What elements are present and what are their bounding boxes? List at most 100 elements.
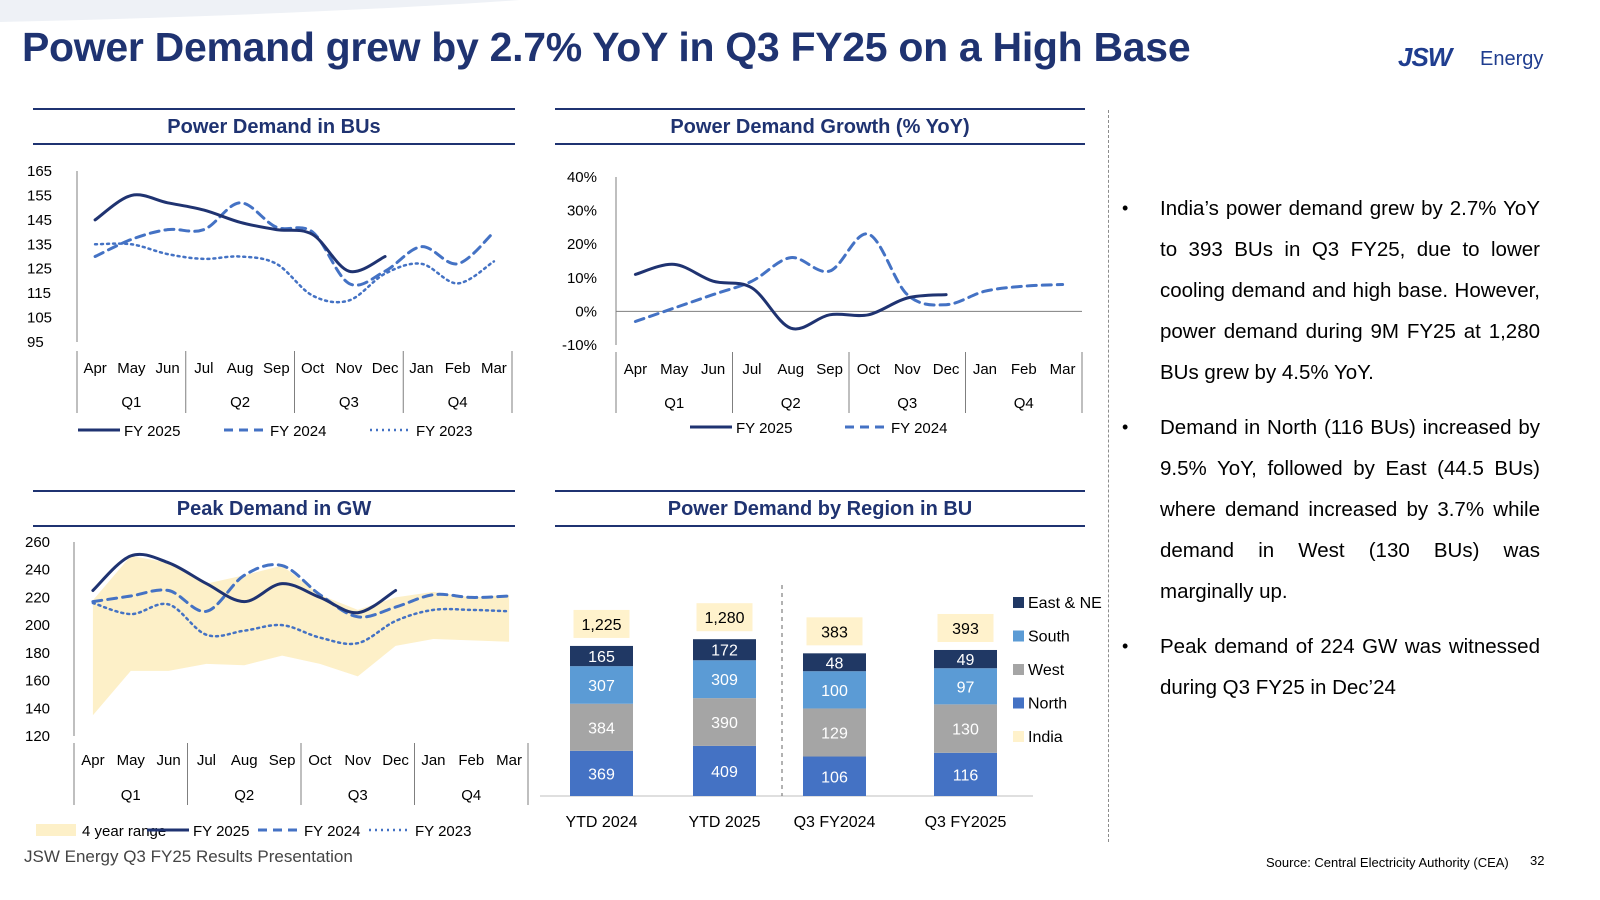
x-month-label: Jan xyxy=(973,361,997,378)
bar-segment xyxy=(570,750,633,796)
bar-segment xyxy=(803,708,866,757)
x-month-label: Mar xyxy=(481,360,507,377)
y-tick-label: 95 xyxy=(27,334,44,351)
commentary: • India’s power demand grew by 2.7% YoY t… xyxy=(1122,188,1540,722)
y-tick-label: 240 xyxy=(25,562,50,579)
total-box xyxy=(937,613,994,642)
legend-label: South xyxy=(1028,629,1070,646)
x-quarter-label: Q4 xyxy=(448,394,468,411)
bar-segment xyxy=(803,653,866,672)
x-month-label: Aug xyxy=(231,752,258,769)
legend-swatch-range xyxy=(36,824,76,836)
bar-segment xyxy=(693,698,756,746)
bullet-dot-icon: • xyxy=(1122,198,1129,218)
chart-power-demand-bus: 165 155 145 135 125 115 105 95 Apr May Jun Jul Aug Se… xyxy=(27,163,513,440)
legend-label: West xyxy=(1028,662,1065,679)
x-month-label: Jan xyxy=(421,752,445,769)
legend-swatch xyxy=(1013,731,1024,742)
y-tick-label: 40% xyxy=(567,169,597,186)
x-month-label: Nov xyxy=(336,360,363,377)
legend-label: FY 2025 xyxy=(124,423,180,440)
bar-value-label: 130 xyxy=(952,722,979,739)
series-line-fy-2024 xyxy=(633,232,1065,323)
y-tick-label: 145 xyxy=(27,212,52,229)
total-label: 393 xyxy=(952,621,979,638)
bullet-text: Demand in North (116 BUs) increased by 9… xyxy=(1160,416,1540,603)
x-category-label: Q3 FY2025 xyxy=(925,814,1007,831)
bar-segment xyxy=(934,752,997,796)
page-title: Power Demand grew by 2.7% YoY in Q3 FY25… xyxy=(22,24,1191,70)
total-box xyxy=(573,609,630,638)
series-line-fy-2023 xyxy=(93,242,496,304)
x-month-label: May xyxy=(117,360,146,377)
x-month-label: Mar xyxy=(1050,361,1076,378)
x-month-label: Jul xyxy=(742,361,761,378)
bullet-item: • Demand in North (116 BUs) increased by … xyxy=(1122,407,1540,612)
bar-value-label: 116 xyxy=(953,767,979,784)
bar-value-label: 129 xyxy=(821,725,848,742)
x-month-label: May xyxy=(117,752,146,769)
y-tick-label: 260 xyxy=(25,534,50,551)
x-month-label: Oct xyxy=(301,360,325,377)
bar-value-label: 97 xyxy=(957,679,975,696)
x-month-label: Dec xyxy=(382,752,409,769)
source-note: Source: Central Electricity Authority (C… xyxy=(1266,855,1509,870)
logo-mark: JSW xyxy=(1398,42,1452,72)
x-category-label: Q3 FY2024 xyxy=(794,814,876,831)
legend-label: North xyxy=(1028,696,1067,713)
x-month-label: May xyxy=(660,361,689,378)
series-line-fy-2024 xyxy=(93,201,496,287)
range-area xyxy=(92,555,510,716)
legend-label: FY 2023 xyxy=(416,423,472,440)
bar-segment xyxy=(693,745,756,796)
total-label: 1,225 xyxy=(581,617,621,634)
total-box xyxy=(696,603,753,632)
bullet-item: • India’s power demand grew by 2.7% YoY t… xyxy=(1122,188,1540,393)
total-box xyxy=(806,617,863,646)
x-quarter-label: Q3 xyxy=(348,787,368,804)
footer-text: JSW Energy Q3 FY25 Results Presentation xyxy=(24,847,353,866)
x-quarter-label: Q4 xyxy=(1014,395,1034,412)
bar-value-label: 309 xyxy=(711,672,738,689)
x-quarter-label: Q3 xyxy=(339,394,359,411)
x-quarter-label: Q2 xyxy=(230,394,250,411)
legend-label: FY 2025 xyxy=(736,420,792,437)
legend-label: 4 year range xyxy=(82,823,166,840)
x-month-label: Nov xyxy=(894,361,921,378)
x-quarter-label: Q1 xyxy=(121,394,141,411)
chart-demand-by-region: 369 384 307 165 1,225 YTD 2024 409 390 309 172 1,2… xyxy=(540,585,1102,831)
x-month-label: Jul xyxy=(197,752,216,769)
bar-segment xyxy=(570,703,633,751)
x-month-label: Nov xyxy=(344,752,371,769)
bar-value-label: 172 xyxy=(711,643,738,660)
x-month-label: Aug xyxy=(777,361,804,378)
bar-value-label: 307 xyxy=(588,678,615,695)
legend-label: FY 2024 xyxy=(304,823,360,840)
legend-label: FY 2023 xyxy=(415,823,471,840)
bar-value-label: 49 xyxy=(957,652,975,669)
y-tick-label: 180 xyxy=(25,645,50,662)
x-month-label: Oct xyxy=(308,752,332,769)
bar-value-label: 48 xyxy=(826,655,844,672)
y-tick-label: 0% xyxy=(575,303,597,320)
bullet-dot-icon: • xyxy=(1122,417,1129,437)
bullet-text: Peak demand of 224 GW was witnessed duri… xyxy=(1160,635,1540,699)
y-tick-label: 10% xyxy=(567,270,597,287)
chart4-title: Power Demand by Region in BU xyxy=(555,490,1085,527)
x-quarter-label: Q1 xyxy=(121,787,141,804)
x-quarter-label: Q4 xyxy=(461,787,481,804)
x-month-label: Jun xyxy=(156,752,180,769)
x-month-label: Aug xyxy=(227,360,254,377)
bar-segment xyxy=(934,704,997,753)
x-quarter-label: Q2 xyxy=(781,395,801,412)
y-tick-label: 220 xyxy=(25,589,50,606)
bullet-item: • Peak demand of 224 GW was witnessed dur… xyxy=(1122,626,1540,708)
y-tick-label: 125 xyxy=(27,261,52,278)
bar-segment xyxy=(570,645,633,667)
legend-label: East & NE xyxy=(1028,595,1102,612)
legend-swatch xyxy=(1013,664,1024,675)
chart-peak-demand: 260 240 220 200 180 160 140 120 Apr May Jun Jul Aug S… xyxy=(25,534,529,840)
bar-segment xyxy=(934,649,997,669)
legend-label: FY 2024 xyxy=(891,420,947,437)
chart3-title: Peak Demand in GW xyxy=(33,490,515,527)
